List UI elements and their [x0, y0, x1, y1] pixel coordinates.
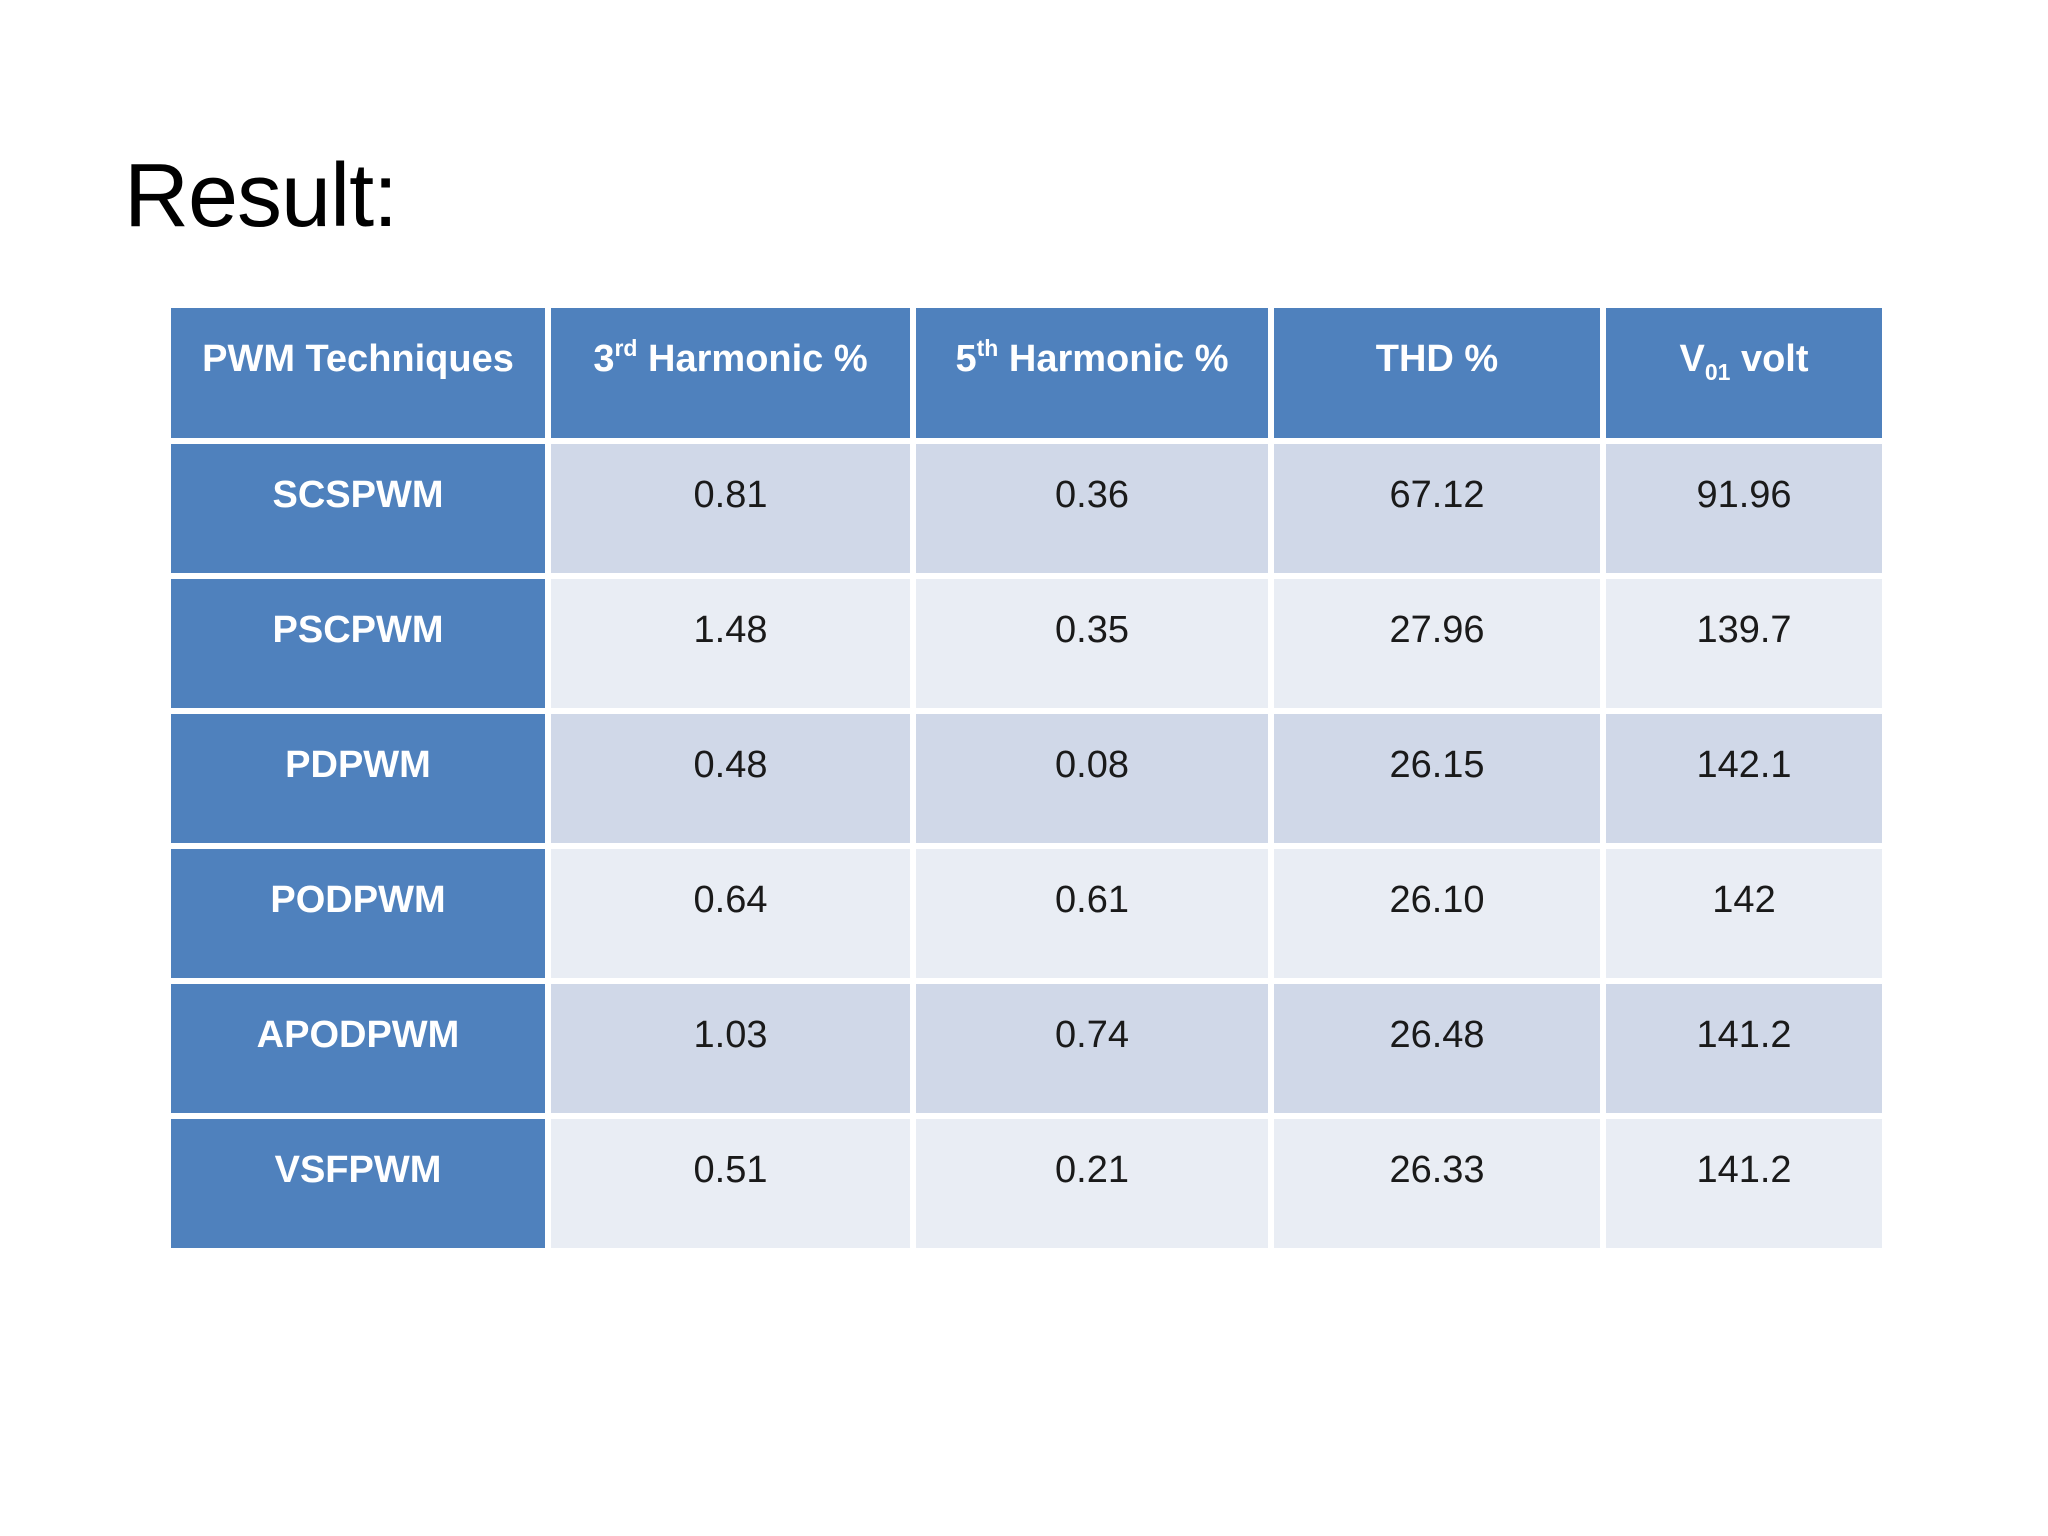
table-cell: 0.08: [916, 714, 1268, 843]
table-cell: 0.81: [551, 444, 910, 573]
header-text-base: 3: [593, 338, 615, 380]
row-header: SCSPWM: [171, 444, 545, 573]
table-cell: 0.61: [916, 849, 1268, 978]
table-row-pscpwm: PSCPWM 1.48 0.35 27.96 139.7: [171, 579, 1882, 708]
row-header: PODPWM: [171, 849, 545, 978]
header-text-rest: volt: [1730, 338, 1809, 380]
table-cell: 0.21: [916, 1119, 1268, 1248]
table-header-row: PWM Techniques 3rd Harmonic % 5th Harmon…: [171, 308, 1882, 438]
table-cell: 0.64: [551, 849, 910, 978]
row-header: VSFPWM: [171, 1119, 545, 1248]
header-text-base: 5: [955, 338, 977, 380]
col-header-pwm-techniques: PWM Techniques: [171, 308, 545, 438]
header-subscript: 01: [1704, 359, 1731, 385]
table-cell: 0.36: [916, 444, 1268, 573]
table-cell: 26.10: [1274, 849, 1600, 978]
table-cell: 91.96: [1606, 444, 1882, 573]
row-header: APODPWM: [171, 984, 545, 1113]
header-text-rest: Harmonic %: [998, 338, 1229, 380]
header-text-base: V: [1679, 338, 1705, 380]
table-cell: 142.1: [1606, 714, 1882, 843]
row-header: PSCPWM: [171, 579, 545, 708]
table-cell: 139.7: [1606, 579, 1882, 708]
col-header-thd: THD %: [1274, 308, 1600, 438]
table-row-pdpwm: PDPWM 0.48 0.08 26.15 142.1: [171, 714, 1882, 843]
table-cell: 0.51: [551, 1119, 910, 1248]
header-superscript: th: [976, 335, 999, 361]
table-cell: 0.74: [916, 984, 1268, 1113]
results-table: PWM Techniques 3rd Harmonic % 5th Harmon…: [165, 302, 1888, 1254]
header-superscript: rd: [614, 335, 638, 361]
table-cell: 26.15: [1274, 714, 1600, 843]
table-cell: 67.12: [1274, 444, 1600, 573]
table-cell: 26.48: [1274, 984, 1600, 1113]
table-cell: 141.2: [1606, 1119, 1882, 1248]
header-text-rest: Harmonic %: [637, 338, 868, 380]
table-row-scspwm: SCSPWM 0.81 0.36 67.12 91.96: [171, 444, 1882, 573]
header-text: PWM Techniques: [202, 338, 514, 380]
table-cell: 27.96: [1274, 579, 1600, 708]
col-header-v01-volt: V01 volt: [1606, 308, 1882, 438]
table-cell: 141.2: [1606, 984, 1882, 1113]
header-text: THD %: [1375, 338, 1499, 380]
col-header-5th-harmonic: 5th Harmonic %: [916, 308, 1268, 438]
table-cell: 26.33: [1274, 1119, 1600, 1248]
table-row-podpwm: PODPWM 0.64 0.61 26.10 142: [171, 849, 1882, 978]
table-row-vsfpwm: VSFPWM 0.51 0.21 26.33 141.2: [171, 1119, 1882, 1248]
col-header-3rd-harmonic: 3rd Harmonic %: [551, 308, 910, 438]
table-cell: 0.48: [551, 714, 910, 843]
table-cell: 0.35: [916, 579, 1268, 708]
table-cell: 142: [1606, 849, 1882, 978]
table-row-apodpwm: APODPWM 1.03 0.74 26.48 141.2: [171, 984, 1882, 1113]
page-title: Result:: [124, 146, 398, 246]
table-cell: 1.48: [551, 579, 910, 708]
table-cell: 1.03: [551, 984, 910, 1113]
row-header: PDPWM: [171, 714, 545, 843]
